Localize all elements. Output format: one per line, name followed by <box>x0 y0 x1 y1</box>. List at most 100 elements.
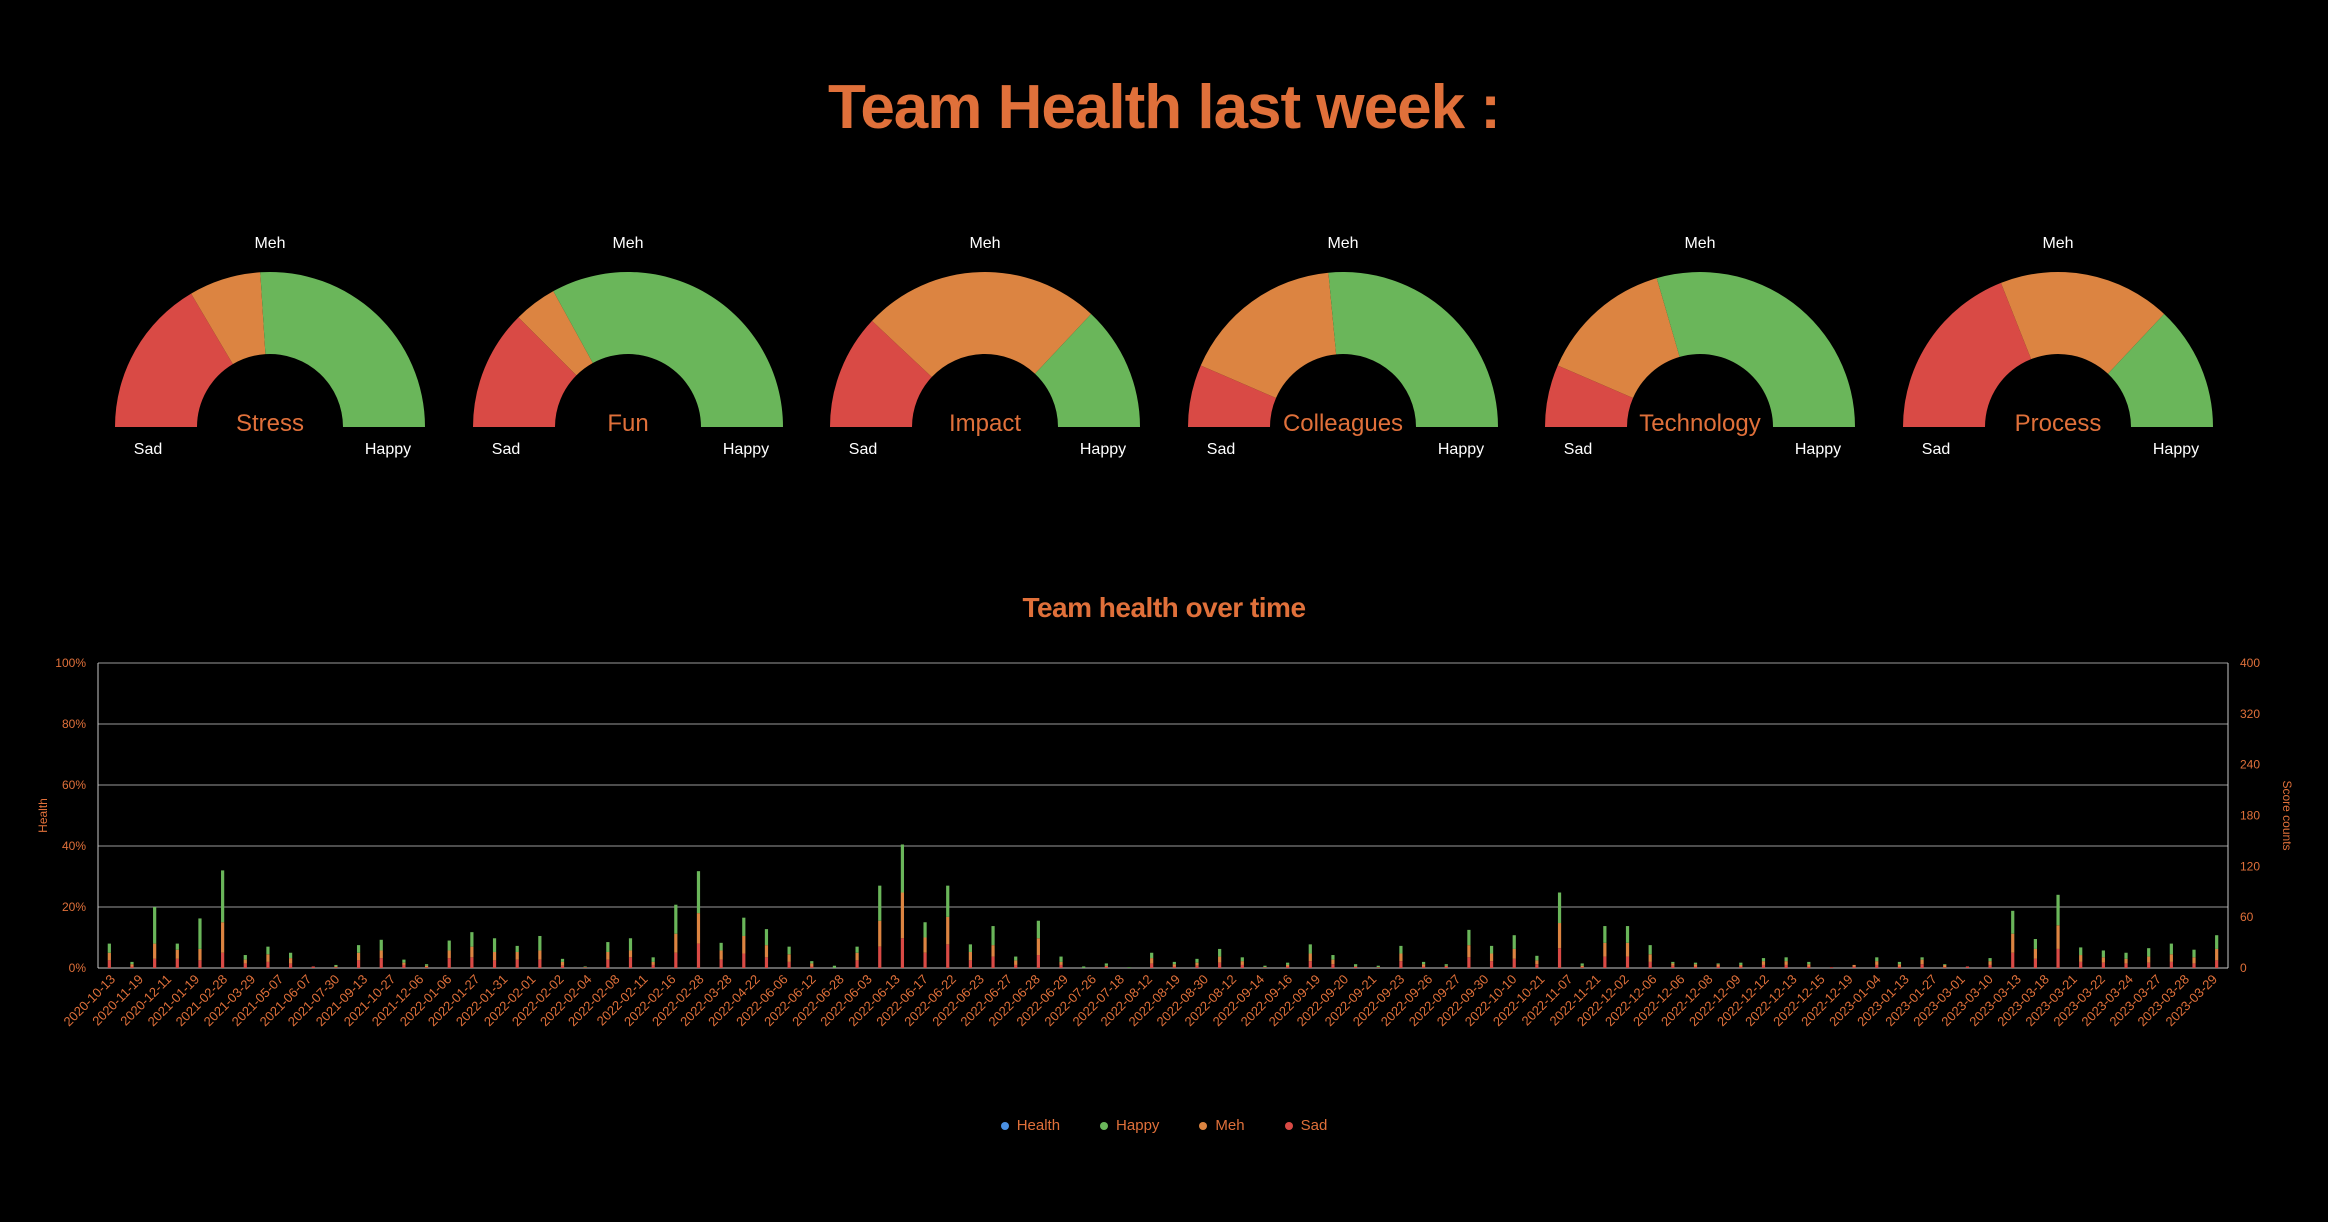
bar-meh <box>356 952 361 961</box>
bar-meh <box>2033 948 2037 959</box>
legend-item-health[interactable]: Health <box>1000 1117 1060 1134</box>
gauge-title: Technology <box>1639 410 1761 437</box>
bar-sad <box>470 957 474 968</box>
bar-happy <box>946 885 950 917</box>
legend-marker <box>1000 1121 1009 1130</box>
bar-meh <box>1489 953 1494 962</box>
bar-meh <box>1761 961 1766 965</box>
gauge-title: Impact <box>948 410 1022 437</box>
bar-meh <box>742 935 746 954</box>
bar-meh <box>1988 961 1992 965</box>
bar-happy <box>1082 966 1086 968</box>
bar-sad <box>1104 966 1108 968</box>
bar-meh <box>1625 942 1630 957</box>
bar-happy <box>198 918 202 949</box>
bar-sad <box>606 959 610 968</box>
bar-happy <box>923 922 927 938</box>
bar-meh <box>424 965 429 968</box>
gauge-sad-label: Sad <box>491 441 521 458</box>
bar-happy <box>1920 957 1924 960</box>
bar-meh <box>1648 954 1652 962</box>
bar-sad <box>538 959 542 968</box>
bar-happy <box>1467 929 1471 946</box>
bar-meh <box>243 959 247 964</box>
bar-meh <box>1920 959 1924 965</box>
bar-sad <box>266 961 270 968</box>
bar-sad <box>2215 960 2219 968</box>
bar-sad <box>810 966 814 968</box>
bar-sad <box>1150 963 1154 968</box>
bar-sad <box>742 953 746 968</box>
bar-sad <box>107 960 111 968</box>
bar-happy <box>153 907 157 944</box>
gauge-segment-happy <box>1328 272 1498 427</box>
bar-sad <box>515 959 519 968</box>
gauge-segment-sad <box>830 320 932 427</box>
bar-sad <box>1829 967 1834 968</box>
bar-meh <box>1512 948 1516 959</box>
gauge-segment-happy <box>553 272 783 427</box>
bar-sad <box>1218 962 1222 968</box>
gauge-happy-label: Happy <box>1079 441 1127 458</box>
bar-happy <box>2101 950 2105 958</box>
bar-sad <box>424 967 429 968</box>
legend-label: Sad <box>1300 1117 1328 1134</box>
bar-sad <box>1286 966 1290 968</box>
y-tick-label: 60% <box>62 778 86 792</box>
bar-meh <box>560 961 565 966</box>
bar-sad <box>1920 964 1924 968</box>
bar-meh <box>221 922 225 953</box>
gauge-segment-meh <box>1200 272 1337 399</box>
bar-sad <box>991 956 995 968</box>
bar-meh <box>2101 957 2105 963</box>
bar-happy <box>402 959 406 963</box>
legend-item-sad[interactable]: Sad <box>1284 1117 1328 1134</box>
bar-sad <box>402 964 406 968</box>
bar-sad <box>1059 964 1063 968</box>
bar-happy <box>742 917 746 936</box>
bar-happy <box>107 943 111 953</box>
bar-happy <box>1739 962 1743 965</box>
bar-meh <box>855 952 859 961</box>
bar-happy <box>1376 965 1380 968</box>
y-tick-label: 80% <box>62 717 86 731</box>
bar-meh <box>2147 956 2151 963</box>
gauge-happy-label: Happy <box>2152 441 2200 458</box>
bar-meh <box>1172 964 1176 967</box>
bar-meh <box>153 943 157 959</box>
bar-meh <box>1739 964 1743 967</box>
gauge-sad-label: Sad <box>1921 441 1951 458</box>
bar-happy <box>243 955 247 960</box>
bar-happy <box>1693 962 1698 965</box>
bar-happy <box>538 935 542 951</box>
bar-sad <box>628 957 633 968</box>
gauge-segment-sad <box>1188 365 1277 427</box>
bar-sad <box>1671 965 1675 968</box>
bar-meh <box>1218 956 1222 963</box>
bar-meh <box>1784 961 1788 965</box>
bar-sad <box>2192 963 2196 968</box>
bar-meh <box>1104 965 1108 967</box>
bar-sad <box>1331 964 1335 968</box>
bar-meh <box>538 950 542 960</box>
bar-meh <box>991 945 995 957</box>
bar-sad <box>379 958 383 968</box>
bar-sad <box>787 961 791 968</box>
bar-sad <box>1467 957 1471 968</box>
bar-happy <box>1104 963 1108 966</box>
bar-happy <box>560 958 565 962</box>
bar-happy <box>1150 952 1154 959</box>
bar-meh <box>266 954 270 962</box>
legend-marker <box>1284 1121 1293 1130</box>
bar-happy <box>1625 926 1630 943</box>
bar-sad <box>2169 961 2173 968</box>
legend-item-meh[interactable]: Meh <box>1199 1117 1245 1134</box>
gauge-process: Meh Sad Happy Process <box>1893 230 2223 460</box>
bar-meh <box>1195 962 1199 966</box>
gauge-title: Process <box>2014 410 2102 437</box>
bar-happy <box>1671 961 1675 964</box>
gauge-segment-sad <box>1903 282 2032 427</box>
bar-sad <box>175 958 179 968</box>
legend-item-happy[interactable]: Happy <box>1100 1117 1159 1134</box>
bar-meh <box>719 950 723 960</box>
